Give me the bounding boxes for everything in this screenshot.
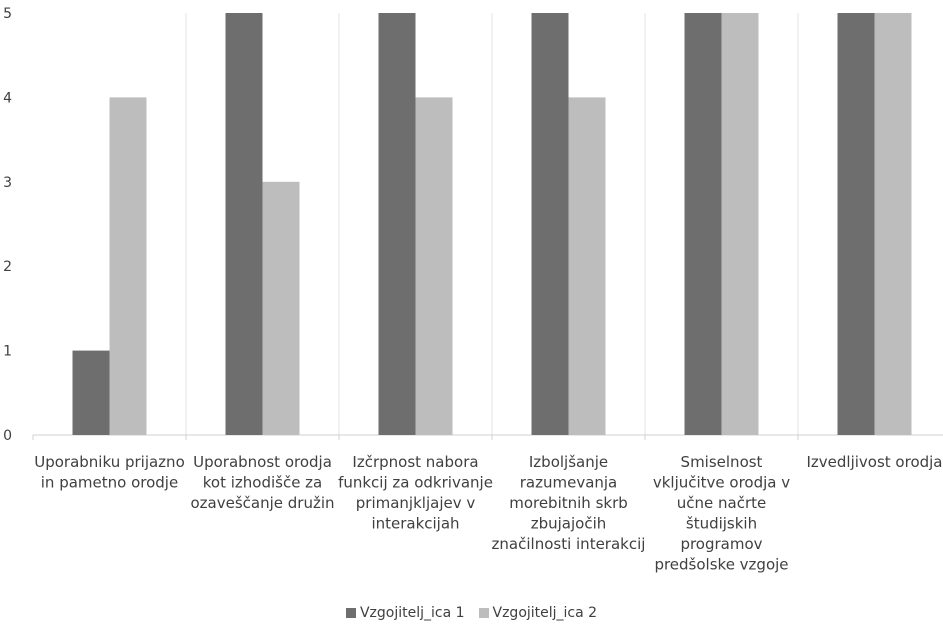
legend-item-series-2: Vzgojitelj_ica 2	[478, 605, 598, 621]
bar-1	[531, 13, 569, 435]
x-tick-label: Izčrpnost nabora funkcij za odkrivanje pri…	[338, 453, 493, 533]
legend-label-series-1: Vzgojitelj_ica 1	[359, 605, 465, 621]
y-tick-label: 1	[3, 344, 12, 360]
bar-2	[874, 13, 912, 435]
bar-1	[378, 13, 416, 435]
bar-1	[684, 13, 722, 435]
bar-chart: 0 1 2 3 4 5 Uporabniku prijazno in pametno orod…	[3, 6, 943, 574]
x-tick-label: Izvedljivost orodja	[806, 453, 942, 471]
bar-2	[568, 97, 606, 436]
bar-2	[721, 13, 759, 435]
y-tick-label: 4	[3, 90, 12, 106]
legend-swatch-series-2	[478, 608, 489, 618]
bar-2	[415, 97, 453, 436]
x-tick-label: Uporabnost orodja kot izhodišče za ozavešč…	[190, 453, 334, 512]
bar-1	[225, 13, 263, 435]
legend-label-series-2: Vzgojitelj_ica 2	[492, 605, 598, 621]
legend: Vzgojitelj_ica 1 Vzgojitelj_ica 2	[0, 605, 943, 621]
y-tick-label: 5	[3, 6, 12, 22]
bar-1	[72, 350, 110, 435]
x-tick-label: Smiselnost vključitve orodja v učne načrte…	[653, 453, 790, 574]
x-tick-label: Izboljšanje razumevanja morebitnih skrb zbu…	[492, 453, 646, 553]
y-tick-label: 0	[3, 428, 12, 444]
y-tick-label: 3	[3, 175, 12, 191]
legend-item-series-1: Vzgojitelj_ica 1	[345, 605, 465, 621]
bar-2	[109, 97, 147, 436]
bar-2	[262, 181, 300, 435]
legend-swatch-series-1	[345, 608, 356, 618]
bar-1	[837, 13, 875, 435]
y-tick-label: 2	[3, 259, 12, 275]
x-tick-label: Uporabniku prijazno in pametno orodje	[34, 453, 185, 492]
